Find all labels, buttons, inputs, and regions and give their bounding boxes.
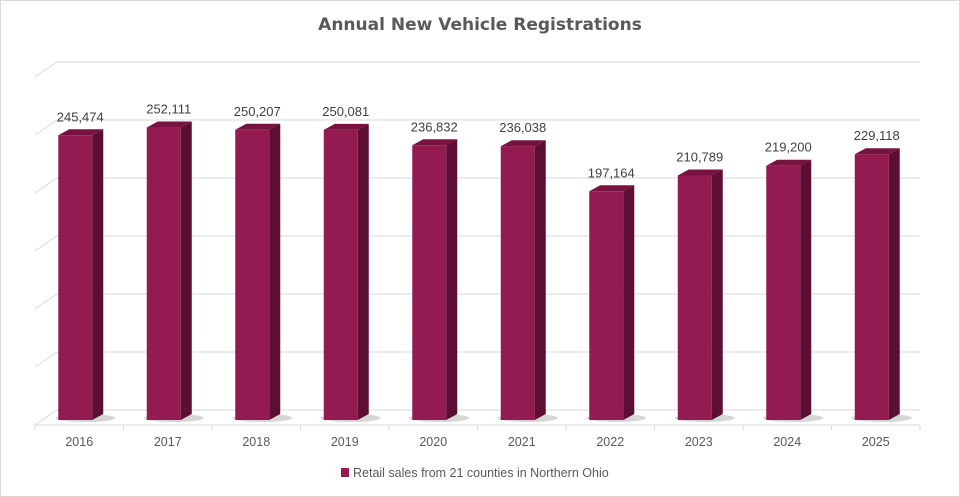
data-label: 197,164	[588, 165, 635, 180]
bar-top	[500, 140, 546, 147]
x-tick-label: 2018	[242, 435, 270, 449]
x-tick-label: 2022	[596, 435, 624, 449]
bar	[235, 129, 270, 420]
bar-top	[854, 148, 900, 155]
bar	[500, 146, 535, 420]
legend-label: Retail sales from 21 counties in Norther…	[353, 466, 609, 480]
gridline-depth	[34, 119, 58, 136]
bar-side	[92, 129, 104, 420]
bar	[677, 175, 712, 420]
x-tick-label: 2025	[862, 435, 890, 449]
data-label: 250,207	[234, 104, 281, 119]
x-tick-label: 2023	[685, 435, 713, 449]
data-label: 229,118	[854, 128, 900, 143]
legend: Retail sales from 21 counties in Norther…	[341, 466, 609, 480]
x-tick-label: 2019	[331, 435, 359, 449]
data-label: 250,081	[322, 104, 369, 119]
bar-top	[589, 185, 635, 192]
x-tick-label: 2020	[419, 435, 447, 449]
gridline-depth	[34, 235, 58, 252]
bar-side	[534, 140, 546, 420]
bar	[323, 129, 358, 420]
data-label: 236,038	[499, 120, 546, 135]
bar-top	[677, 169, 723, 176]
bar-side	[711, 169, 723, 420]
bar-side	[800, 159, 812, 420]
x-tick-label: 2021	[508, 435, 536, 449]
x-tick-label: 2016	[65, 435, 93, 449]
bar-top	[146, 121, 192, 128]
bar	[412, 145, 447, 420]
gridline-depth	[34, 61, 58, 78]
data-label: 210,789	[676, 149, 723, 164]
gridline-depth	[34, 293, 58, 310]
bar-side	[623, 185, 635, 420]
chart-title: Annual New Vehicle Registrations	[318, 15, 642, 35]
bar-top	[412, 139, 458, 146]
data-label: 245,474	[57, 109, 104, 124]
bar	[146, 127, 181, 420]
x-tick-label: 2024	[773, 435, 801, 449]
bar-top	[235, 123, 281, 130]
gridline-depth	[34, 177, 58, 194]
bar	[766, 165, 801, 420]
bar	[854, 154, 889, 420]
bar-top	[766, 159, 812, 166]
bar-top	[323, 123, 369, 130]
data-label: 219,200	[765, 140, 812, 155]
bar	[58, 135, 93, 420]
x-tick-label: 2017	[154, 435, 182, 449]
data-label: 236,832	[411, 119, 458, 134]
bar-side	[180, 121, 192, 420]
gridline-depth	[34, 351, 58, 368]
bar-side	[357, 123, 369, 420]
bar	[589, 191, 624, 420]
data-label: 252,111	[146, 102, 191, 117]
bar-side	[446, 139, 458, 420]
bar-side	[269, 123, 281, 420]
legend-swatch	[341, 468, 349, 477]
bar-side	[888, 148, 900, 420]
gridline-depth	[34, 409, 58, 426]
bar-top	[58, 129, 104, 136]
